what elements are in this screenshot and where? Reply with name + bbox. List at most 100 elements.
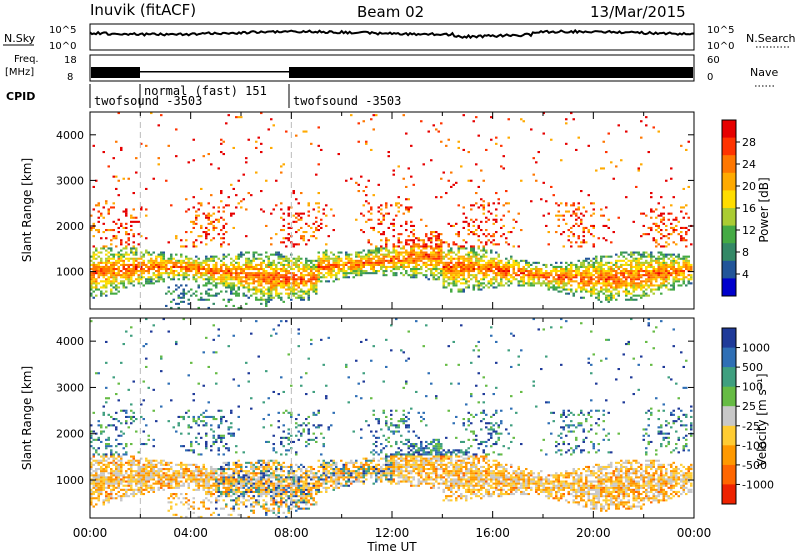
power-cell: [310, 272, 313, 275]
nave-label: Nave: [750, 66, 778, 79]
velocity-cell: [92, 482, 95, 485]
power-cell: [297, 282, 300, 285]
velocity-cell: [145, 472, 148, 475]
power-cell: [125, 268, 128, 271]
power-cell: [507, 280, 510, 283]
velocity-cell: [182, 497, 185, 500]
velocity-cell: [130, 472, 133, 475]
power-cell: [455, 222, 458, 225]
power-cell: [192, 259, 195, 262]
power-cell: [357, 255, 360, 258]
power-cell: [350, 272, 353, 275]
power-cell: [192, 138, 195, 141]
power-cell: [172, 290, 175, 293]
power-cell: [462, 268, 465, 271]
power-cell: [672, 270, 675, 273]
power-cell: [512, 259, 515, 262]
power-cell: [632, 220, 635, 223]
power-cell: [485, 249, 488, 252]
power-cell: [437, 245, 440, 248]
power-cell: [92, 290, 95, 293]
power-cell: [287, 214, 290, 217]
power-cell: [175, 263, 178, 266]
power-cell: [130, 229, 133, 232]
power-cell: [672, 284, 675, 287]
power-cell: [167, 286, 170, 289]
power-cell: [240, 278, 243, 281]
power-cell: [647, 233, 650, 236]
velocity-cell: [115, 480, 118, 483]
power-cell: [445, 241, 448, 244]
power-cell: [280, 202, 283, 205]
power-cell: [237, 255, 240, 258]
velocity-cell: [112, 497, 115, 500]
velocity-cell: [162, 488, 165, 491]
power-cell: [340, 257, 343, 260]
power-cell: [460, 290, 463, 293]
velocity-cell: [120, 478, 123, 481]
velocity-cell: [120, 470, 123, 473]
velocity-cell: [115, 497, 118, 500]
power-cell: [275, 274, 278, 277]
power-cell: [100, 265, 103, 268]
power-cell: [675, 261, 678, 264]
power-cell: [630, 268, 633, 271]
power-cell: [440, 122, 443, 125]
power-cell: [532, 284, 535, 287]
velocity-cell: [142, 465, 145, 468]
power-cell: [542, 263, 545, 266]
velocity-cell: [200, 484, 203, 487]
power-cell: [577, 208, 580, 211]
power-cell: [535, 261, 538, 264]
power-cell: [432, 274, 435, 277]
power-cell: [685, 204, 688, 207]
power-cell: [145, 270, 148, 273]
power-cell: [622, 282, 625, 285]
colorbar-swatch: [722, 278, 736, 297]
velocity-cell: [127, 415, 130, 418]
power-cell: [507, 136, 510, 139]
power-cell: [495, 286, 498, 289]
power-cell: [500, 276, 503, 279]
power-cell: [200, 226, 203, 229]
power-cell: [197, 268, 200, 271]
power-cell: [560, 278, 563, 281]
power-cell: [367, 251, 370, 254]
power-cell: [200, 235, 203, 238]
power-cell: [252, 272, 255, 275]
power-cell: [247, 268, 250, 271]
power-cell: [660, 237, 663, 240]
power-cell: [582, 288, 585, 291]
power-cell: [180, 255, 183, 258]
power-cell: [377, 206, 380, 209]
power-cell: [627, 259, 630, 262]
power-cell: [597, 261, 600, 264]
power-cell: [307, 204, 310, 207]
power-cell: [525, 263, 528, 266]
power-cell: [442, 241, 445, 244]
velocity-cell: [155, 482, 158, 485]
power-cell: [622, 276, 625, 279]
power-cell: [470, 270, 473, 273]
power-cell: [507, 284, 510, 287]
power-cell: [660, 263, 663, 266]
power-cell: [122, 274, 125, 277]
power-cell: [557, 278, 560, 281]
power-cell: [100, 294, 103, 297]
velocity-cell: [100, 472, 103, 475]
power-cell: [215, 284, 218, 287]
power-cell: [625, 292, 628, 295]
power-cell: [412, 272, 415, 275]
power-cell: [632, 298, 635, 301]
power-cell: [510, 280, 513, 283]
power-cell: [392, 272, 395, 275]
power-cell: [107, 255, 110, 258]
power-cell: [650, 208, 653, 211]
power-cell: [405, 241, 408, 244]
power-cell: [485, 276, 488, 279]
power-cell: [687, 185, 690, 188]
power-cell: [97, 255, 100, 258]
velocity-cell: [120, 430, 123, 433]
power-cell: [472, 245, 475, 248]
power-cell: [452, 243, 455, 246]
